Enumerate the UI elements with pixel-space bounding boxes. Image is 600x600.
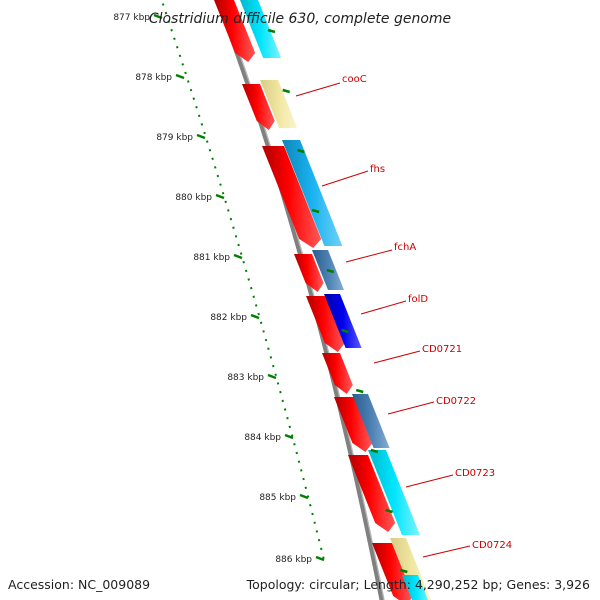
cds-blue: [324, 294, 362, 348]
kbp-tick: [250, 313, 260, 320]
cds-arrow: [334, 397, 373, 452]
outer-tick: [297, 148, 305, 154]
leader-line: [422, 545, 471, 558]
cds-arrow: [348, 455, 396, 532]
leader-line: [360, 300, 407, 315]
label-leaders: [295, 82, 471, 558]
kbp-tick: [284, 433, 294, 440]
cds-arrow: [242, 84, 275, 130]
gene-label-fold: folD: [408, 294, 428, 305]
leader-line: [295, 82, 341, 97]
kbp-label: 884 kbp: [244, 433, 281, 443]
cds-arrow: [306, 296, 345, 352]
backbone: [215, 0, 385, 600]
outer-tick: [341, 328, 349, 334]
kbp-label: 882 kbp: [210, 313, 247, 323]
kbp-tick: [233, 253, 243, 260]
leader-line: [387, 401, 435, 415]
leader-line: [405, 474, 454, 488]
ruler-line: [160, 0, 325, 561]
backbone-highlight: [219, 0, 385, 600]
kbp-label: 883 kbp: [227, 373, 264, 383]
outer-tick: [385, 508, 393, 514]
leader-line: [345, 249, 393, 263]
gene-label-fcha: fchA: [394, 242, 416, 253]
gene-labels: cooC fhs fchA folD CD0721 CD0722 CD0723 CD0724: [342, 74, 512, 551]
cds-arrow: [262, 146, 322, 248]
ruler-labels: 877 kbp 878 kbp 879 kbp 880 kbp 881 kbp 882 k…: [113, 13, 312, 565]
ruler-ticks: [153, 13, 325, 562]
cds-tan: [260, 80, 298, 128]
cds-cyan: [240, 0, 282, 58]
leader-line: [373, 350, 421, 364]
kbp-tick: [175, 73, 185, 80]
cds-sky: [282, 140, 343, 246]
kbp-label: 878 kbp: [135, 73, 172, 83]
gene-label-cooc: cooC: [342, 74, 367, 85]
kbp-tick: [267, 373, 277, 380]
cds-arrow: [322, 353, 353, 394]
accession-text: Accession: NC_009089: [8, 577, 151, 592]
kbp-tick: [215, 193, 225, 200]
gene-label-cd0723: CD0723: [455, 468, 495, 479]
kbp-label: 877 kbp: [113, 13, 150, 23]
kbp-label: 881 kbp: [193, 253, 230, 263]
gene-label-fhs: fhs: [370, 164, 385, 175]
cds-arrow: [294, 254, 324, 292]
cds-arrow: [372, 543, 414, 600]
kbp-tick: [196, 133, 206, 140]
gene-label-cd0722: CD0722: [436, 396, 476, 407]
kbp-label: 885 kbp: [259, 493, 296, 503]
outer-tick: [282, 88, 291, 94]
kbp-label: 880 kbp: [175, 193, 212, 203]
outer-tick: [326, 268, 335, 274]
kbp-tick: [153, 13, 163, 20]
cds-cyan: [402, 575, 428, 600]
genome-stats: Topology: circular; Length: 4,290,252 bp…: [246, 577, 590, 592]
outer-ticks: [267, 28, 408, 574]
outer-tick: [399, 568, 408, 574]
gene-label-cd0724: CD0724: [472, 540, 512, 551]
gene-label-cd0721: CD0721: [422, 344, 462, 355]
leader-line: [321, 170, 369, 187]
outer-tick: [311, 208, 320, 214]
outer-tick: [267, 28, 276, 34]
outer-tick: [355, 388, 364, 394]
cds-cyan: [368, 450, 420, 535]
cds-steel: [352, 394, 390, 448]
kbp-tick: [299, 493, 309, 500]
kbp-label: 879 kbp: [156, 133, 193, 143]
outer-tick: [370, 448, 379, 454]
kbp-label: 886 kbp: [275, 555, 312, 565]
map-title: Clostridium difficile 630, complete geno…: [149, 11, 451, 27]
cds-features: [214, 0, 431, 600]
cds-arrow: [214, 0, 256, 62]
kbp-tick: [315, 555, 325, 562]
